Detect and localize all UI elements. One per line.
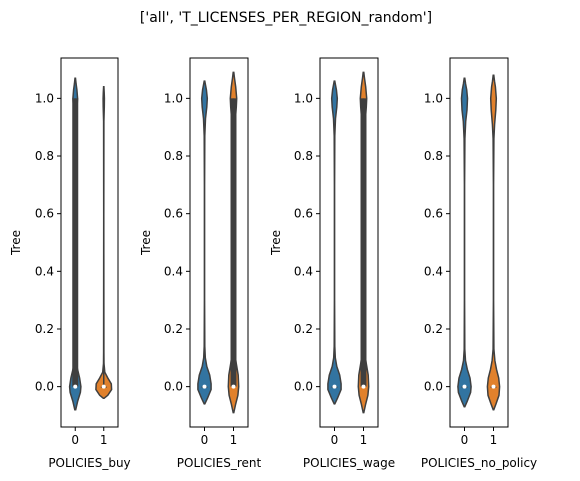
ytick-label-POLICIES_rent-4: 0.8 [164, 149, 183, 163]
median-point-POLICIES_buy-1 [101, 384, 106, 389]
ytick-label-POLICIES_buy-1: 0.2 [35, 322, 54, 336]
ytick-label-POLICIES_no_policy-1: 0.2 [424, 322, 443, 336]
ytick-label-POLICIES_no_policy-0: 0.0 [424, 380, 443, 394]
iqr-box-POLICIES_wage-1 [360, 98, 367, 387]
xtick-label-POLICIES_wage-1: 1 [360, 433, 368, 447]
xtick-label-POLICIES_wage-0: 0 [331, 433, 339, 447]
ytick-label-POLICIES_wage-3: 0.6 [294, 207, 313, 221]
ytick-label-POLICIES_buy-5: 1.0 [35, 91, 54, 105]
median-point-POLICIES_rent-1 [231, 384, 236, 389]
ytick-label-POLICIES_rent-2: 0.4 [164, 264, 183, 278]
figure-title: ['all', 'T_LICENSES_PER_REGION_random'] [140, 10, 432, 26]
xlabel-POLICIES_buy: POLICIES_buy [48, 456, 130, 470]
ytick-label-POLICIES_no_policy-3: 0.6 [424, 207, 443, 221]
axes-frame-POLICIES_no_policy [449, 57, 509, 428]
median-point-POLICIES_wage-0 [332, 384, 337, 389]
ytick-label-POLICIES_rent-5: 1.0 [164, 91, 183, 105]
violin-POLICIES_no_policy-0 [457, 77, 472, 408]
ytick-label-POLICIES_no_policy-4: 0.8 [424, 149, 443, 163]
median-point-POLICIES_buy-0 [73, 384, 78, 389]
axes-frame-POLICIES_buy [60, 57, 119, 428]
ytick-label-POLICIES_buy-3: 0.6 [35, 207, 54, 221]
ylabel-POLICIES_rent: Tree [139, 230, 153, 256]
panel-POLICIES_no_policy: 0.0 0.2 0.4 0.6 0.8 1.0 0 1 POLICIES_no_policy [421, 57, 537, 470]
ytick-label-POLICIES_buy-0: 0.0 [35, 380, 54, 394]
ytick-label-POLICIES_buy-4: 0.8 [35, 149, 54, 163]
panel-POLICIES_rent: 0.0 0.2 0.4 0.6 0.8 1.0 0 1 POLICIES_rent Tree [139, 57, 262, 470]
ytick-label-POLICIES_rent-0: 0.0 [164, 380, 183, 394]
xtick-label-POLICIES_rent-1: 1 [230, 433, 238, 447]
axes-frame-POLICIES_wage [319, 57, 379, 428]
xtick-label-POLICIES_rent-0: 0 [201, 433, 209, 447]
ytick-label-POLICIES_no_policy-5: 1.0 [424, 91, 443, 105]
violin-POLICIES_no_policy-1 [486, 74, 501, 411]
violin-POLICIES_wage-0 [327, 80, 342, 405]
xlabel-POLICIES_wage: POLICIES_wage [303, 456, 395, 470]
median-point-POLICIES_rent-0 [202, 384, 207, 389]
iqr-box-POLICIES_buy-0 [72, 98, 79, 387]
xtick-label-POLICIES_no_policy-0: 0 [461, 433, 469, 447]
ytick-label-POLICIES_rent-1: 0.2 [164, 322, 183, 336]
ytick-label-POLICIES_no_policy-2: 0.4 [424, 264, 443, 278]
median-point-POLICIES_no_policy-1 [491, 384, 496, 389]
ytick-label-POLICIES_wage-5: 1.0 [294, 91, 313, 105]
ytick-label-POLICIES_rent-3: 0.6 [164, 207, 183, 221]
violin-POLICIES_rent-0 [197, 80, 212, 405]
panel-POLICIES_buy: 0.0 0.2 0.4 0.6 0.8 1.0 0 1 POLICIES_buy Tree [9, 57, 131, 470]
iqr-box-POLICIES_rent-1 [230, 98, 237, 387]
ytick-label-POLICIES_wage-4: 0.8 [294, 149, 313, 163]
xtick-label-POLICIES_no_policy-1: 1 [490, 433, 498, 447]
xtick-label-POLICIES_buy-1: 1 [100, 433, 108, 447]
ylabel-POLICIES_buy: Tree [9, 230, 23, 256]
ytick-label-POLICIES_wage-2: 0.4 [294, 264, 313, 278]
panel-POLICIES_wage: 0.0 0.2 0.4 0.6 0.8 1.0 0 1 POLICIES_wage Tree [269, 57, 395, 470]
median-point-POLICIES_wage-1 [361, 384, 366, 389]
ytick-label-POLICIES_wage-1: 0.2 [294, 322, 313, 336]
panels-group: 0.00.20.40.60.81.00 1POLICIES_buyTree0.00… [9, 57, 537, 470]
ytick-label-POLICIES_buy-2: 0.4 [35, 264, 54, 278]
axes-frame-POLICIES_rent [189, 57, 249, 428]
xlabel-POLICIES_no_policy: POLICIES_no_policy [421, 456, 537, 470]
ytick-label-POLICIES_wage-0: 0.0 [294, 380, 313, 394]
xtick-label-POLICIES_buy-0: 0 [71, 433, 79, 447]
median-point-POLICIES_no_policy-0 [462, 384, 467, 389]
xlabel-POLICIES_rent: POLICIES_rent [177, 456, 262, 470]
ylabel-POLICIES_wage: Tree [269, 230, 283, 256]
